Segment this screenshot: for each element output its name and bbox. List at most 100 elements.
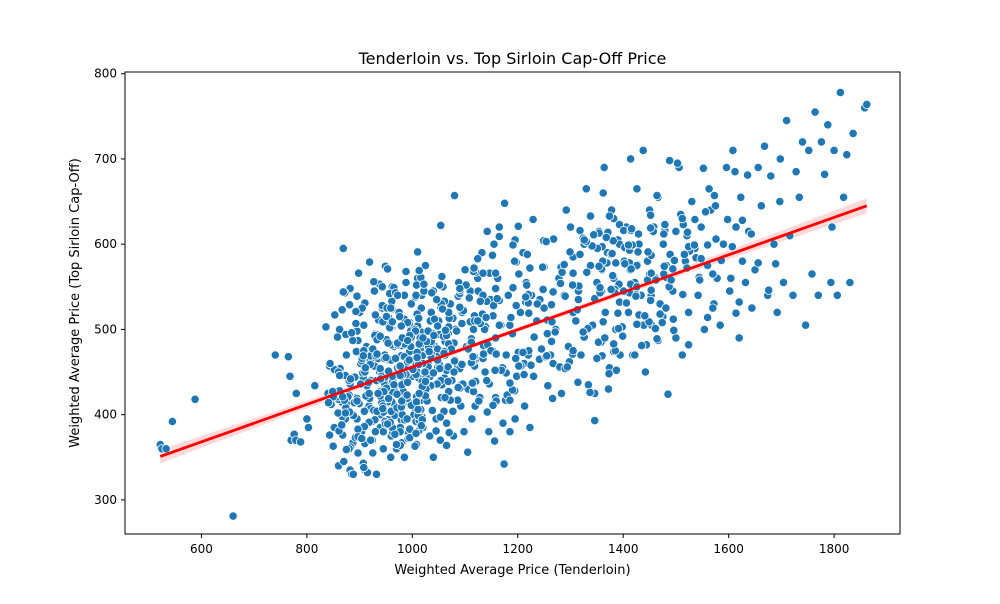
data-point [467, 378, 477, 388]
data-point [682, 227, 693, 237]
data-point [546, 300, 557, 310]
data-point [659, 229, 669, 239]
data-point [797, 137, 808, 147]
data-point [567, 280, 578, 290]
data-point [443, 376, 453, 386]
data-point [550, 327, 560, 337]
data-point [351, 318, 361, 329]
data-point [370, 310, 380, 320]
data-point [425, 431, 435, 441]
data-point [473, 254, 483, 264]
data-point [573, 294, 584, 305]
data-point [351, 306, 361, 317]
data-point [357, 433, 367, 444]
data-point [753, 258, 763, 268]
data-point [556, 388, 567, 398]
data-point [740, 277, 751, 288]
data-point [518, 347, 528, 357]
data-point [536, 344, 547, 354]
y-tick-label: 800 [94, 67, 117, 81]
data-point [862, 99, 872, 110]
data-point [810, 107, 820, 117]
data-point [579, 235, 589, 245]
data-point [402, 390, 412, 400]
data-point [606, 284, 616, 294]
data-point [816, 137, 827, 147]
data-point [474, 396, 484, 406]
data-point [781, 116, 792, 126]
data-point [475, 296, 485, 306]
data-point [598, 188, 608, 198]
data-point [371, 469, 382, 479]
data-point [753, 162, 763, 173]
data-point [386, 452, 396, 462]
data-point [557, 267, 567, 277]
data-point [645, 223, 656, 233]
data-point [772, 307, 782, 317]
data-point [429, 330, 439, 340]
data-point [364, 257, 375, 267]
data-point [519, 401, 530, 411]
data-point [358, 351, 368, 361]
data-point [440, 325, 451, 335]
data-point [420, 376, 431, 386]
data-point [672, 158, 683, 168]
data-point [794, 192, 804, 202]
data-point [541, 237, 551, 247]
data-point [508, 283, 518, 293]
data-point [671, 226, 681, 236]
data-point [440, 392, 450, 403]
x-tick-label: 1000 [397, 542, 428, 556]
data-point [590, 415, 600, 426]
data-point [412, 247, 423, 257]
data-point [669, 255, 680, 265]
data-point [332, 332, 343, 342]
data-point [542, 329, 552, 339]
data-point [522, 249, 532, 259]
x-tick-label: 600 [190, 542, 213, 556]
data-point [378, 444, 388, 454]
data-point [348, 469, 358, 479]
data-point [637, 340, 647, 351]
data-point [490, 268, 501, 278]
data-point [775, 154, 785, 164]
data-point [640, 367, 651, 377]
data-point [759, 141, 770, 151]
data-point [838, 192, 849, 202]
data-point [607, 249, 617, 259]
data-point [490, 283, 501, 294]
data-point [711, 234, 721, 244]
data-point [328, 441, 338, 451]
data-point [659, 261, 669, 271]
data-point [405, 433, 415, 443]
data-point [826, 277, 836, 288]
data-point [448, 406, 458, 416]
data-point [770, 259, 781, 269]
data-point [481, 312, 491, 323]
data-point [506, 312, 516, 323]
data-point [494, 320, 504, 330]
data-point [455, 302, 465, 312]
data-point [788, 290, 798, 300]
data-point [501, 350, 511, 360]
data-point [528, 214, 538, 225]
y-tick-label: 700 [94, 152, 117, 166]
data-point [599, 162, 609, 173]
y-axis-ticks: 300 400 500 600 700 800 [94, 67, 125, 507]
points-layer [155, 87, 872, 521]
data-point [632, 319, 642, 329]
data-point [775, 197, 785, 207]
data-point [734, 333, 744, 343]
data-point [592, 353, 602, 363]
data-point [521, 292, 531, 302]
data-point [190, 394, 200, 404]
data-point [414, 388, 424, 398]
data-point [583, 380, 594, 390]
data-point [746, 229, 756, 239]
data-point [228, 511, 238, 521]
data-point [631, 291, 641, 301]
x-tick-label: 1200 [502, 542, 533, 556]
data-point [630, 350, 640, 360]
data-point [683, 340, 694, 350]
data-point [451, 326, 462, 336]
